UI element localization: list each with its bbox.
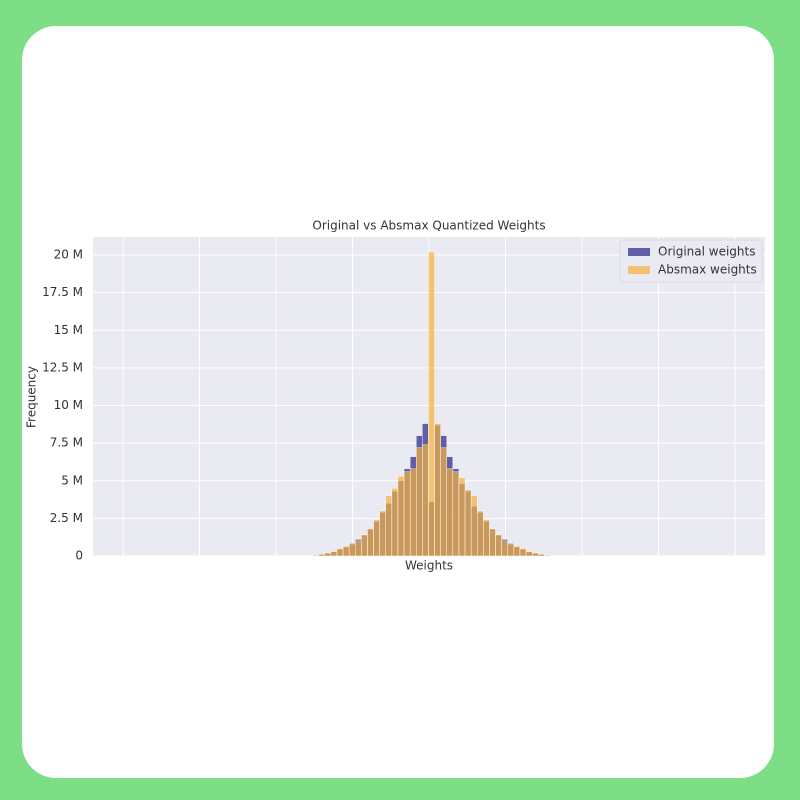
bar xyxy=(501,540,508,557)
legend-swatch xyxy=(628,266,650,274)
bar xyxy=(440,447,447,557)
y-tick-label: 2.5 M xyxy=(50,511,83,525)
chart-title: Original vs Absmax Quantized Weights xyxy=(312,219,545,233)
bar xyxy=(434,423,441,557)
bar xyxy=(348,543,356,557)
bar xyxy=(330,551,338,557)
x-axis-label: Weights xyxy=(405,559,453,573)
bar xyxy=(416,447,423,557)
y-axis-label: Frequency xyxy=(25,366,39,428)
bar xyxy=(336,548,344,557)
bar xyxy=(409,468,417,557)
bar xyxy=(470,495,478,557)
legend-swatch xyxy=(628,248,650,256)
bar xyxy=(422,444,429,557)
bar xyxy=(342,546,350,557)
bar xyxy=(324,552,332,557)
bar xyxy=(531,552,539,557)
y-tick-label: 17.5 M xyxy=(42,285,83,299)
bar xyxy=(513,546,521,557)
bar xyxy=(464,489,472,557)
bar xyxy=(452,471,460,557)
y-tick-label: 7.5 M xyxy=(50,436,83,450)
y-tick-label: 0 xyxy=(75,549,83,563)
bar xyxy=(495,534,502,557)
y-tick-label: 15 M xyxy=(54,323,83,337)
bar xyxy=(373,519,380,557)
y-tick-label: 10 M xyxy=(54,398,83,412)
legend-box xyxy=(619,239,763,283)
bar xyxy=(355,540,362,557)
bar xyxy=(525,551,533,557)
legend-label: Original weights xyxy=(658,245,755,259)
bar xyxy=(379,510,386,557)
bar xyxy=(477,510,484,557)
bar xyxy=(507,543,515,557)
bar xyxy=(391,488,399,557)
bar xyxy=(367,528,374,557)
bar xyxy=(312,554,319,557)
bar xyxy=(544,554,551,557)
legend-label: Absmax weights xyxy=(658,263,757,277)
bar xyxy=(361,534,368,557)
bar xyxy=(397,476,405,557)
bar xyxy=(458,477,466,557)
bar xyxy=(538,553,545,557)
bar xyxy=(403,471,411,557)
bar xyxy=(446,468,454,557)
bar xyxy=(428,251,435,557)
bar xyxy=(385,495,393,557)
bar xyxy=(519,548,527,557)
y-tick-label: 12.5 M xyxy=(42,360,83,374)
bar xyxy=(489,528,496,557)
bar xyxy=(318,553,325,557)
y-tick-label: 5 M xyxy=(61,473,83,487)
bar xyxy=(483,519,490,557)
y-tick-label: 20 M xyxy=(54,248,83,262)
